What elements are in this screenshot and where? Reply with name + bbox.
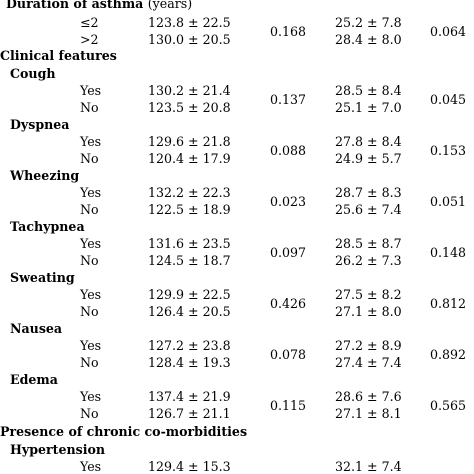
feature-row-col1: 129.6 ± 21.8 — [148, 134, 231, 149]
feature-p-value-2: 0.045 — [430, 92, 467, 107]
feature-row-level: No — [80, 100, 99, 115]
feature-row-col2: 28.7 ± 8.3 — [335, 185, 402, 200]
feature-row-level: Yes — [80, 185, 102, 200]
feature-row-col1: 124.5 ± 18.7 — [148, 253, 231, 268]
feature-p-value-1: 0.088 — [270, 143, 307, 158]
feature-row-col1: 130.2 ± 21.4 — [148, 83, 231, 98]
feature-header-wheezing: Wheezing — [10, 168, 80, 183]
duration-p-value-2: 0.064 — [430, 24, 467, 39]
feature-p-value-1: 0.115 — [270, 398, 307, 413]
feature-row-level: No — [80, 253, 99, 268]
feature-row-col2: 27.8 ± 8.4 — [335, 134, 402, 149]
duration-row-level: >2 — [80, 32, 99, 47]
feature-header-hypertension: Hypertension — [10, 442, 106, 457]
feature-row-col2: 27.4 ± 7.4 — [335, 355, 402, 370]
feature-row-level: Yes — [80, 287, 102, 302]
feature-header-cough: Cough — [10, 66, 56, 81]
feature-row-col2: 24.9 ± 5.7 — [335, 151, 402, 166]
feature-header-nausea: Nausea — [10, 321, 63, 336]
feature-row-col2: 28.6 ± 7.6 — [335, 389, 402, 404]
feature-row-level: Yes — [80, 459, 102, 474]
feature-row-level: No — [80, 406, 99, 421]
feature-row-col1: 131.6 ± 23.5 — [148, 236, 231, 251]
feature-p-value-2: 0.892 — [430, 347, 467, 362]
feature-row-col2: 26.2 ± 7.3 — [335, 253, 402, 268]
feature-p-value-1: 0.097 — [270, 245, 307, 260]
feature-p-value-2: 0.051 — [430, 194, 467, 209]
feature-header-tachypnea: Tachypnea — [10, 219, 85, 234]
duration-row-col1: 123.8 ± 22.5 — [148, 15, 231, 30]
feature-row-level: Yes — [80, 236, 102, 251]
feature-p-value-1: 0.426 — [270, 296, 307, 311]
duration-row-col2: 25.2 ± 7.8 — [335, 15, 402, 30]
feature-row-col2: 32.1 ± 7.4 — [335, 459, 402, 474]
feature-p-value-1: 0.078 — [270, 347, 307, 362]
feature-row-col2: 27.1 ± 8.0 — [335, 304, 402, 319]
feature-p-value-1: 0.023 — [270, 194, 307, 209]
duration-section-header: Duration of asthma (years) — [6, 0, 192, 11]
feature-row-col2: 28.5 ± 8.4 — [335, 83, 402, 98]
feature-row-col2: 27.1 ± 8.1 — [335, 406, 402, 421]
feature-row-col2: 27.2 ± 8.9 — [335, 338, 402, 353]
feature-row-col2: 25.1 ± 7.0 — [335, 100, 402, 115]
feature-p-value-2: 0.812 — [430, 296, 467, 311]
feature-row-col1: 137.4 ± 21.9 — [148, 389, 231, 404]
feature-row-col2: 27.5 ± 8.2 — [335, 287, 402, 302]
feature-row-col1: 122.5 ± 18.9 — [148, 202, 231, 217]
feature-p-value-2: 0.153 — [430, 143, 467, 158]
duration-section-title: Duration of asthma — [6, 0, 144, 11]
feature-row-level: Yes — [80, 134, 102, 149]
duration-row-col2: 28.4 ± 8.0 — [335, 32, 402, 47]
feature-row-level: Yes — [80, 389, 102, 404]
duration-row-level: ≤2 — [80, 15, 99, 30]
feature-row-level: Yes — [80, 338, 102, 353]
feature-row-level: No — [80, 304, 99, 319]
feature-row-col1: 129.4 ± 15.3 — [148, 459, 231, 474]
feature-header-edema: Edema — [10, 372, 58, 387]
feature-header-dyspnea: Dyspnea — [10, 117, 70, 132]
comorbidities-header: Presence of chronic co-morbidities — [0, 424, 248, 439]
feature-row-col1: 129.9 ± 22.5 — [148, 287, 231, 302]
feature-row-level: No — [80, 151, 99, 166]
feature-row-level: No — [80, 202, 99, 217]
feature-p-value-1: 0.137 — [270, 92, 307, 107]
duration-p-value-1: 0.168 — [270, 24, 307, 39]
feature-row-level: No — [80, 355, 99, 370]
clinical-features-header: Clinical features — [0, 48, 117, 63]
feature-row-col1: 126.4 ± 20.5 — [148, 304, 231, 319]
feature-row-level: Yes — [80, 83, 102, 98]
feature-p-value-2: 0.148 — [430, 245, 467, 260]
feature-p-value-2: 0.565 — [430, 398, 467, 413]
duration-row-col1: 130.0 ± 20.5 — [148, 32, 231, 47]
feature-row-col2: 28.5 ± 8.7 — [335, 236, 402, 251]
feature-row-col2: 25.6 ± 7.4 — [335, 202, 402, 217]
duration-section-unit: (years) — [147, 0, 193, 11]
feature-header-sweating: Sweating — [10, 270, 75, 285]
feature-row-col1: 128.4 ± 19.3 — [148, 355, 231, 370]
feature-row-col1: 123.5 ± 20.8 — [148, 100, 231, 115]
feature-row-col1: 127.2 ± 23.8 — [148, 338, 231, 353]
feature-row-col1: 126.7 ± 21.1 — [148, 406, 231, 421]
feature-row-col1: 132.2 ± 22.3 — [148, 185, 231, 200]
feature-row-col1: 120.4 ± 17.9 — [148, 151, 231, 166]
